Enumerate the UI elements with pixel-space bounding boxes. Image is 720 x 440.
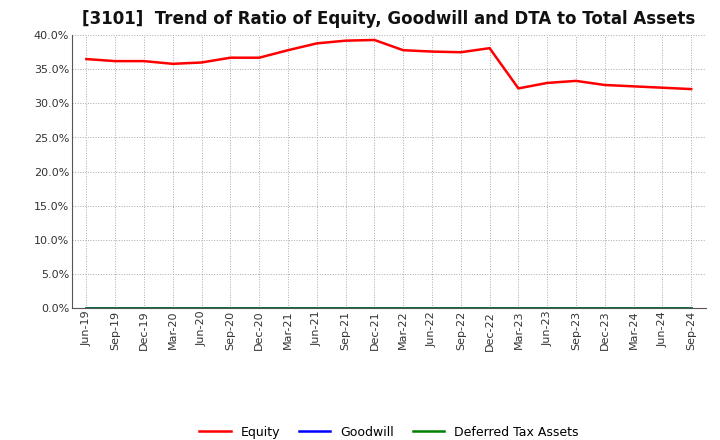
Equity (600, 82, 609, 88)
Equity (255, 55, 264, 60)
Equity (341, 38, 350, 43)
Line: Equity: Equity (86, 40, 691, 89)
Deferred Tax Assets (197, 305, 206, 311)
Goodwill (111, 305, 120, 311)
Title: [3101]  Trend of Ratio of Equity, Goodwill and DTA to Total Assets: [3101] Trend of Ratio of Equity, Goodwil… (82, 10, 696, 28)
Deferred Tax Assets (82, 305, 91, 311)
Equity (572, 78, 580, 84)
Equity (687, 86, 696, 92)
Equity (197, 60, 206, 65)
Deferred Tax Assets (255, 305, 264, 311)
Equity (168, 61, 177, 66)
Goodwill (370, 305, 379, 311)
Equity (428, 49, 436, 54)
Equity (370, 37, 379, 43)
Goodwill (687, 305, 696, 311)
Deferred Tax Assets (456, 305, 465, 311)
Deferred Tax Assets (168, 305, 177, 311)
Goodwill (514, 305, 523, 311)
Goodwill (312, 305, 321, 311)
Goodwill (226, 305, 235, 311)
Deferred Tax Assets (572, 305, 580, 311)
Equity (140, 59, 148, 64)
Goodwill (543, 305, 552, 311)
Deferred Tax Assets (284, 305, 292, 311)
Equity (514, 86, 523, 91)
Deferred Tax Assets (428, 305, 436, 311)
Deferred Tax Assets (629, 305, 638, 311)
Goodwill (600, 305, 609, 311)
Deferred Tax Assets (687, 305, 696, 311)
Goodwill (82, 305, 91, 311)
Goodwill (341, 305, 350, 311)
Goodwill (168, 305, 177, 311)
Equity (284, 48, 292, 53)
Equity (456, 50, 465, 55)
Deferred Tax Assets (140, 305, 148, 311)
Deferred Tax Assets (514, 305, 523, 311)
Equity (226, 55, 235, 60)
Equity (485, 45, 494, 51)
Goodwill (140, 305, 148, 311)
Goodwill (658, 305, 667, 311)
Goodwill (255, 305, 264, 311)
Goodwill (572, 305, 580, 311)
Goodwill (399, 305, 408, 311)
Deferred Tax Assets (312, 305, 321, 311)
Goodwill (197, 305, 206, 311)
Goodwill (629, 305, 638, 311)
Deferred Tax Assets (485, 305, 494, 311)
Legend: Equity, Goodwill, Deferred Tax Assets: Equity, Goodwill, Deferred Tax Assets (194, 421, 583, 440)
Equity (312, 41, 321, 46)
Deferred Tax Assets (543, 305, 552, 311)
Deferred Tax Assets (658, 305, 667, 311)
Goodwill (428, 305, 436, 311)
Goodwill (284, 305, 292, 311)
Equity (658, 85, 667, 90)
Deferred Tax Assets (370, 305, 379, 311)
Deferred Tax Assets (600, 305, 609, 311)
Equity (399, 48, 408, 53)
Deferred Tax Assets (111, 305, 120, 311)
Equity (82, 56, 91, 62)
Goodwill (485, 305, 494, 311)
Deferred Tax Assets (399, 305, 408, 311)
Equity (629, 84, 638, 89)
Deferred Tax Assets (226, 305, 235, 311)
Goodwill (456, 305, 465, 311)
Equity (111, 59, 120, 64)
Equity (543, 80, 552, 85)
Deferred Tax Assets (341, 305, 350, 311)
